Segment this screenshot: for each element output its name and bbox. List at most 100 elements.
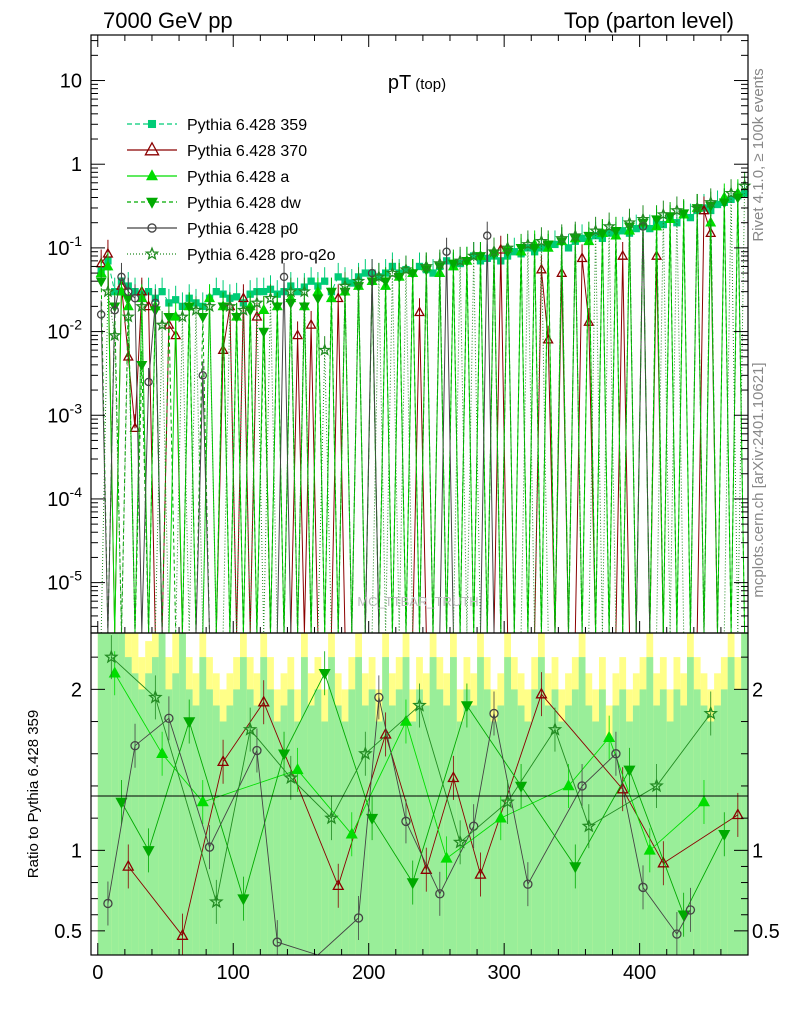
ratio-band-green-bin (334, 705, 342, 955)
ratio-band-green-bin (707, 721, 715, 955)
ratio-point (500, 794, 515, 809)
ratio-point (440, 851, 453, 863)
ratio-band-green-bin (436, 689, 444, 955)
data-point (529, 244, 541, 255)
ratio-y-tick-label-right: 0.5 (752, 921, 780, 943)
mcplots-label: mcplots.cern.ch [arXiv:2401.10621] (750, 362, 767, 597)
ratio-point (412, 697, 427, 712)
ratio-point (649, 778, 664, 793)
data-point (250, 295, 264, 309)
ratio-band-green-bin (463, 689, 471, 955)
ratio-point (291, 763, 304, 775)
data-point (116, 285, 127, 296)
data-point (102, 260, 114, 271)
ratio-point (611, 749, 621, 759)
data-point (380, 277, 392, 288)
data-point (651, 249, 663, 260)
ratio-band-green-bin (219, 721, 227, 955)
data-point (258, 304, 270, 315)
legend-label: Pythia 6.428 pro-q2o (187, 247, 336, 264)
data-point (724, 186, 738, 199)
data-point (466, 248, 481, 262)
data-point (231, 312, 243, 323)
data-point (321, 277, 329, 285)
ratio-band-green-bin (687, 657, 694, 955)
ratio-band-green-bin (680, 705, 688, 955)
ratio-band-green-bin (538, 657, 545, 955)
ratio-band-green-bin (599, 689, 606, 955)
ratio-y-tick-label: 2 (71, 679, 82, 701)
data-point (515, 244, 527, 255)
y-tick-label: 10-1 (47, 233, 82, 260)
data-point (555, 231, 569, 245)
ratio-point (108, 666, 121, 678)
ratio-point (104, 649, 119, 664)
data-point (232, 293, 241, 301)
data-point (298, 302, 310, 313)
ratio-point (569, 862, 582, 874)
legend-entry: Pythia 6.428 dw (127, 195, 301, 212)
ratio-band-green-bin (450, 657, 457, 955)
ratio-point (257, 695, 270, 707)
data-point (189, 303, 203, 316)
ratio-point (365, 813, 379, 825)
ratio-band-green-bin (314, 689, 322, 955)
ratio-uncertainty-bands (97, 633, 748, 956)
ratio-point (623, 765, 636, 777)
data-point (361, 269, 369, 277)
ratio-band-green-bin (104, 633, 112, 955)
ratio-point (672, 929, 682, 939)
ratio-band-green-bin (361, 705, 369, 955)
data-point (583, 231, 595, 242)
ratio-band-green-bin (741, 633, 748, 955)
ratio-point (374, 692, 384, 703)
data-point (429, 269, 437, 277)
x-tick-label: 300 (487, 962, 520, 984)
ratio-point (581, 818, 597, 833)
ratio-band-green-bin (233, 689, 240, 955)
data-point (212, 287, 220, 296)
ratio-band-green-bin (341, 721, 349, 955)
ratio-point (435, 889, 445, 899)
ratio-band-green-bin (422, 705, 430, 955)
data-point (636, 212, 650, 225)
ratio-point (237, 894, 250, 906)
ratio-y-tick-label-right: 1 (752, 840, 763, 862)
data-point (260, 287, 268, 296)
legend-marker (146, 197, 158, 209)
ratio-point (115, 797, 128, 809)
y-tick-exponent: -2 (70, 317, 83, 333)
data-point (183, 302, 195, 313)
ratio-band-green-bin (226, 705, 234, 955)
ratio-point (272, 937, 282, 947)
ratio-point (122, 859, 135, 871)
data-point (325, 287, 337, 298)
data-point (564, 244, 573, 252)
ratio-band-green-bin (524, 721, 532, 955)
ratio-point (731, 808, 744, 820)
data-point (305, 318, 317, 329)
ratio-band-green-bin (395, 689, 403, 955)
x-tick-label: 200 (352, 962, 385, 984)
data-point (108, 328, 122, 342)
data-point (158, 287, 166, 296)
data-point (500, 240, 515, 254)
ratio-point (278, 749, 291, 761)
ratio-point (345, 827, 358, 839)
axes-group: 0 100 200 300 400 10 1 10-1 10-2 10-3 10-4 10-5 2 2 1 1… (47, 35, 780, 984)
data-point (542, 240, 554, 251)
ratio-pythia-6-428-pro-q2o (104, 635, 719, 924)
data-point (664, 212, 676, 223)
data-point (136, 361, 148, 372)
ratio-band-green-bin (389, 705, 396, 955)
data-point (175, 309, 190, 323)
ratio-plot-frame (90, 632, 749, 956)
chart-title: pT (top) (388, 72, 446, 94)
ratio-point (103, 898, 113, 909)
ratio-band-green-bin (416, 689, 423, 955)
data-point (271, 302, 283, 313)
ratio-line (110, 656, 712, 903)
ratio-band-green-bin (267, 689, 274, 955)
ratio-point (562, 779, 575, 791)
legend-marker (144, 246, 160, 261)
